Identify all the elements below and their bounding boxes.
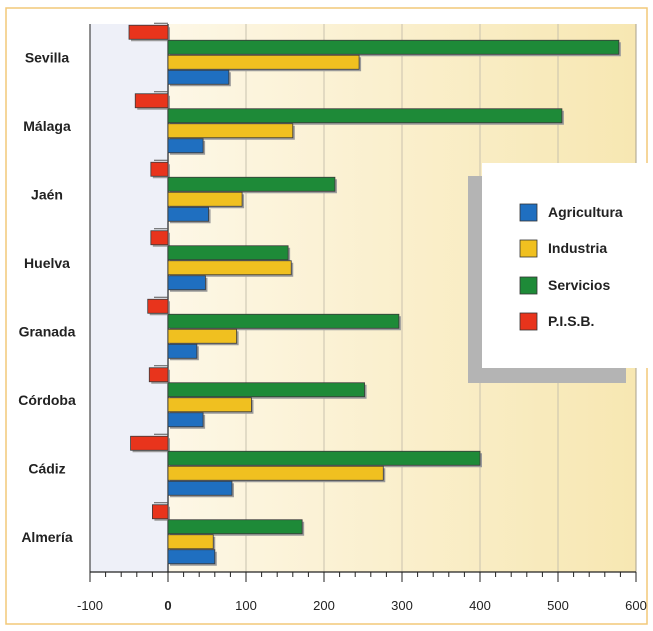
bar-industria-almeria [167,534,214,550]
bar-p-i-s-b-jaen [150,161,169,177]
category-label-malaga: Málaga [23,118,71,134]
bar-servicios-cordoba [167,382,365,398]
category-labels: Sevilla Málaga Jaén Huelva Granada Córdoba Cád… [18,49,76,545]
legend-swatch-industria [519,239,538,258]
bar-p-i-s-b-cordoba [148,367,169,383]
category-label-sevilla: Sevilla [25,49,70,65]
legend-label-industria: Industria [548,240,607,256]
bar-agricultura-cordoba [167,412,204,428]
x-tick-label: 400 [469,598,491,613]
bar-p-i-s-b-cadiz [130,435,169,451]
bar-p-i-s-b-malaga [134,93,169,109]
category-label-almeria: Almería [21,529,73,545]
x-tick-label: 0 [164,598,171,613]
legend-label-servicios: Servicios [548,277,610,293]
bar-servicios-granada [167,313,400,329]
category-label-granada: Granada [19,323,76,339]
x-tick-label: 600 [625,598,647,613]
bar-industria-sevilla [167,54,360,70]
bar-servicios-cadiz [167,450,481,466]
bar-p-i-s-b-granada [147,298,169,314]
bar-servicios-huelva [167,245,289,261]
bar-servicios-malaga [167,108,563,124]
legend-swatch-servicios [519,276,538,295]
bar-servicios-almeria [167,519,303,535]
category-label-huelva: Huelva [24,255,70,271]
bar-industria-cadiz [167,465,384,481]
bar-industria-cordoba [167,397,252,413]
legend-swatch-p-i-s-b [519,312,538,331]
legend: Agricultura Industria Servicios P.I.S.B. [468,163,653,383]
bar-industria-granada [167,328,238,344]
x-tick-label: 100 [235,598,257,613]
legend-label-agricultura: Agricultura [548,204,623,220]
bar-servicios-sevilla [167,39,620,55]
bar-industria-jaen [167,191,243,207]
bar-agricultura-almeria [167,549,216,565]
category-label-jaen: Jaén [31,186,63,202]
x-tick-label: 500 [547,598,569,613]
category-label-cadiz: Cádiz [28,460,65,476]
x-tick-label: -100 [77,598,103,613]
legend-label-p-i-s-b: P.I.S.B. [548,313,594,329]
x-axis: -100 0 100 200 300 400 500 600 [77,571,647,613]
bar-agricultura-cadiz [167,480,233,496]
bar-agricultura-sevilla [167,69,230,85]
bar-agricultura-malaga [167,138,204,154]
bar-p-i-s-b-huelva [150,230,169,246]
bar-industria-malaga [167,123,294,139]
bar-p-i-s-b-almeria [151,504,169,520]
bar-agricultura-granada [167,343,198,359]
bar-industria-huelva [167,260,292,276]
bars [128,22,621,566]
legend-box [482,163,653,368]
x-tick-label: 300 [391,598,413,613]
category-label-cordoba: Córdoba [18,392,76,408]
bar-agricultura-huelva [167,275,206,291]
plot-negative-region [90,24,169,572]
bar-servicios-jaen [167,176,336,192]
bar-p-i-s-b-sevilla [128,24,169,40]
x-tick-label: 200 [313,598,335,613]
bar-agricultura-jaen [167,206,209,222]
legend-swatch-agricultura [519,203,538,222]
